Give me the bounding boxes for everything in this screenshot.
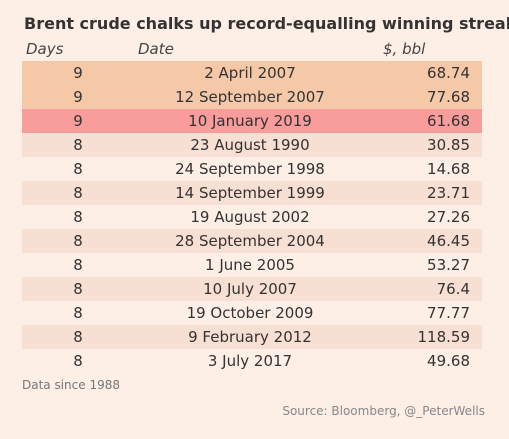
days-cell: 8 bbox=[73, 304, 83, 322]
date-cell: 9 February 2012 bbox=[188, 328, 312, 346]
date-cell: 1 June 2005 bbox=[205, 256, 295, 274]
date-cell: 3 July 2017 bbox=[207, 352, 293, 370]
column-header-date: Date bbox=[138, 40, 174, 58]
date-cell: 12 September 2007 bbox=[175, 88, 325, 106]
table-row: 8 24 September 1998 14.68 bbox=[22, 157, 482, 181]
date-cell: 10 July 2007 bbox=[203, 280, 297, 298]
price-cell: 49.68 bbox=[427, 352, 470, 370]
column-header-price: $, bbl bbox=[383, 40, 426, 58]
table-row: 9 10 January 2019 61.68 bbox=[22, 109, 482, 133]
date-cell: 24 September 1998 bbox=[175, 160, 325, 178]
date-cell: 19 August 2002 bbox=[190, 208, 310, 226]
price-cell: 68.74 bbox=[427, 64, 470, 82]
days-cell: 8 bbox=[73, 328, 83, 346]
days-cell: 8 bbox=[73, 232, 83, 250]
days-cell: 9 bbox=[73, 112, 83, 130]
days-cell: 8 bbox=[73, 160, 83, 178]
column-header-days: Days bbox=[26, 40, 64, 58]
table-row: 9 12 September 2007 77.68 bbox=[22, 85, 482, 109]
table-row: 8 23 August 1990 30.85 bbox=[22, 133, 482, 157]
price-cell: 14.68 bbox=[427, 160, 470, 178]
streak-table: 9 2 April 2007 68.74 9 12 September 2007 77.6… bbox=[22, 61, 482, 373]
table-row: 8 10 July 2007 76.4 bbox=[22, 277, 482, 301]
days-cell: 8 bbox=[73, 352, 83, 370]
table-row: 8 28 September 2004 46.45 bbox=[22, 229, 482, 253]
date-cell: 14 September 1999 bbox=[175, 184, 325, 202]
chart-title: Brent crude chalks up record-equalling w… bbox=[24, 14, 509, 33]
date-cell: 28 September 2004 bbox=[175, 232, 325, 250]
table-row: 8 14 September 1999 23.71 bbox=[22, 181, 482, 205]
price-cell: 77.77 bbox=[427, 304, 470, 322]
price-cell: 77.68 bbox=[427, 88, 470, 106]
price-cell: 61.68 bbox=[427, 112, 470, 130]
days-cell: 8 bbox=[73, 208, 83, 226]
price-cell: 76.4 bbox=[436, 280, 470, 298]
days-cell: 9 bbox=[73, 64, 83, 82]
footnote: Data since 1988 bbox=[22, 378, 120, 392]
days-cell: 8 bbox=[73, 184, 83, 202]
source-note: Source: Bloomberg, @_PeterWells bbox=[282, 404, 485, 418]
days-cell: 8 bbox=[73, 280, 83, 298]
date-cell: 19 October 2009 bbox=[186, 304, 314, 322]
table-row: 9 2 April 2007 68.74 bbox=[22, 61, 482, 85]
table-row: 8 19 August 2002 27.26 bbox=[22, 205, 482, 229]
price-cell: 46.45 bbox=[427, 232, 470, 250]
price-cell: 53.27 bbox=[427, 256, 470, 274]
table-row: 8 3 July 2017 49.68 bbox=[22, 349, 482, 373]
date-cell: 23 August 1990 bbox=[190, 136, 310, 154]
days-cell: 9 bbox=[73, 88, 83, 106]
price-cell: 30.85 bbox=[427, 136, 470, 154]
table-row: 8 1 June 2005 53.27 bbox=[22, 253, 482, 277]
days-cell: 8 bbox=[73, 136, 83, 154]
days-cell: 8 bbox=[73, 256, 83, 274]
date-cell: 10 January 2019 bbox=[188, 112, 312, 130]
price-cell: 23.71 bbox=[427, 184, 470, 202]
table-row: 8 19 October 2009 77.77 bbox=[22, 301, 482, 325]
price-cell: 27.26 bbox=[427, 208, 470, 226]
table-row: 8 9 February 2012 118.59 bbox=[22, 325, 482, 349]
price-cell: 118.59 bbox=[417, 328, 471, 346]
date-cell: 2 April 2007 bbox=[204, 64, 296, 82]
